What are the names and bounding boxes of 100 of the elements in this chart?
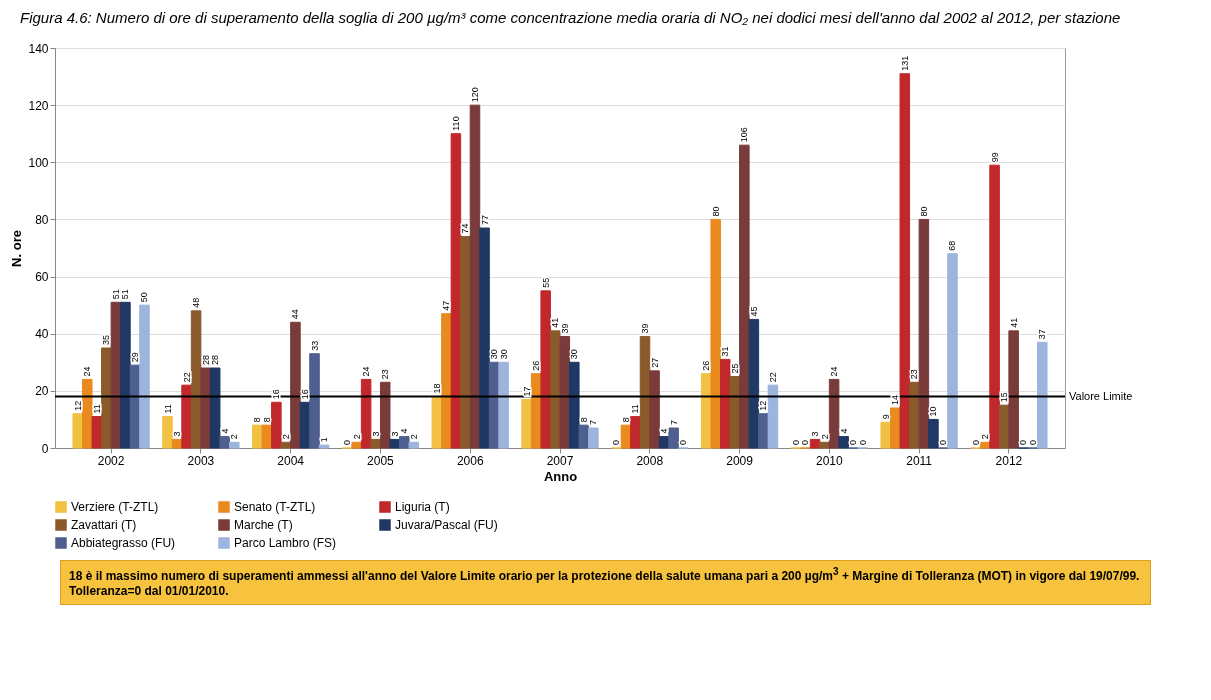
bar bbox=[918, 218, 930, 448]
bar bbox=[81, 378, 93, 448]
data-label: 7 bbox=[588, 419, 599, 425]
data-label: 24 bbox=[82, 365, 93, 376]
data-label: 27 bbox=[649, 357, 660, 368]
data-label: 24 bbox=[829, 365, 840, 376]
x-tick-label: 2008 bbox=[636, 453, 664, 467]
data-label: 74 bbox=[460, 223, 471, 234]
x-tick-label: 2011 bbox=[906, 453, 933, 467]
data-label: 48 bbox=[191, 297, 202, 308]
bar bbox=[280, 441, 292, 448]
data-label: 7 bbox=[668, 419, 679, 425]
data-label: 2 bbox=[980, 433, 991, 439]
bar bbox=[710, 218, 721, 448]
bar bbox=[880, 421, 891, 448]
bar bbox=[399, 435, 410, 448]
bar bbox=[649, 369, 660, 448]
data-label: 51 bbox=[120, 288, 131, 299]
legend-label: Liguria (T) bbox=[395, 499, 450, 514]
bar bbox=[229, 441, 240, 448]
x-tick-label: 2003 bbox=[187, 453, 215, 467]
data-label: 41 bbox=[1008, 317, 1019, 328]
data-label: 0 bbox=[857, 439, 868, 445]
data-label: 3 bbox=[370, 430, 381, 436]
legend-label: Marche (T) bbox=[234, 517, 293, 532]
data-label: 4 bbox=[399, 428, 410, 434]
data-label: 110 bbox=[450, 115, 461, 131]
bar bbox=[758, 412, 769, 448]
data-label: 50 bbox=[139, 291, 150, 302]
data-label: 35 bbox=[101, 334, 112, 345]
bar bbox=[200, 367, 211, 448]
bar bbox=[290, 321, 301, 448]
data-label: 120 bbox=[469, 86, 480, 102]
x-tick-label: 2009 bbox=[726, 453, 754, 467]
data-label: 9 bbox=[880, 413, 891, 419]
data-label: 24 bbox=[361, 365, 372, 376]
data-label: 11 bbox=[162, 403, 173, 414]
bar bbox=[989, 164, 1000, 448]
bar bbox=[252, 424, 263, 448]
data-label: 4 bbox=[838, 428, 849, 434]
bar bbox=[309, 352, 320, 448]
data-label: 0 bbox=[1018, 439, 1029, 445]
bar bbox=[379, 381, 391, 448]
bar bbox=[739, 144, 750, 448]
y-tick-label: 60 bbox=[35, 269, 49, 284]
data-label: 80 bbox=[710, 205, 721, 216]
data-label: 3 bbox=[389, 430, 400, 436]
bar bbox=[271, 401, 282, 448]
text: 18 è il massimo numero di superamenti ammessi all'anno del Valore Limite orario per la protezione della salute umana pari a 200 µg/m$^{3}$ + Margine di Tolleranza (MOT) in vigore dal 19/07/99. Tolleranza=0 dal 01/01/2010. bbox=[69, 565, 1140, 599]
data-label: 0 bbox=[937, 439, 948, 445]
chart-title: Figura 4.6: Numero di ore di superamento della soglia di 200 µg/m³ come concentrazione media oraria di NO₂ nei dodici mesi dell'anno dal 2002 al 2012, per stazione bbox=[19, 8, 1122, 28]
data-label: 3 bbox=[172, 430, 183, 436]
data-label: 29 bbox=[129, 351, 140, 362]
bar bbox=[120, 301, 131, 448]
x-tick-label: 2002 bbox=[97, 453, 125, 467]
bar bbox=[569, 361, 580, 448]
data-label: 41 bbox=[550, 317, 561, 328]
bar bbox=[479, 227, 490, 448]
data-label: 30 bbox=[569, 348, 580, 359]
bar bbox=[578, 424, 590, 448]
bar bbox=[658, 435, 670, 448]
data-label: 8 bbox=[578, 416, 589, 422]
data-label: 2 bbox=[408, 433, 419, 439]
data-label: 26 bbox=[701, 360, 712, 371]
bar bbox=[389, 438, 401, 448]
bar bbox=[162, 415, 173, 448]
bar bbox=[828, 378, 840, 448]
x-tick-label: 2006 bbox=[456, 453, 484, 467]
bar bbox=[498, 361, 509, 448]
bar bbox=[630, 415, 641, 448]
bar bbox=[1008, 329, 1019, 448]
data-label: 26 bbox=[531, 360, 542, 371]
data-label: 22 bbox=[181, 371, 192, 382]
legend-label: Juvara/Pascal (FU) bbox=[395, 517, 498, 532]
x-tick-label: 2005 bbox=[367, 453, 395, 467]
data-label: 33 bbox=[309, 340, 320, 351]
legend-label: Zavattari (T) bbox=[71, 517, 137, 532]
legend-label: Senato (T-ZTL) bbox=[234, 499, 316, 514]
x-tick-label: 2007 bbox=[546, 453, 574, 467]
data-label: 23 bbox=[909, 368, 920, 379]
data-label: 55 bbox=[540, 277, 551, 288]
y-axis-title: N. ore bbox=[9, 229, 25, 267]
bar bbox=[360, 378, 372, 448]
bar bbox=[899, 72, 911, 448]
data-label: 28 bbox=[200, 354, 211, 365]
bar bbox=[171, 438, 183, 448]
data-label: 39 bbox=[559, 323, 570, 334]
bar bbox=[1037, 341, 1048, 448]
bar bbox=[190, 309, 202, 448]
data-label: 25 bbox=[729, 363, 740, 374]
bar bbox=[219, 435, 231, 448]
data-label: 2 bbox=[229, 433, 240, 439]
data-label: 22 bbox=[767, 371, 778, 382]
y-tick-label: 0 bbox=[41, 441, 49, 455]
data-label: 3 bbox=[810, 430, 821, 436]
bar bbox=[261, 424, 273, 448]
data-label: 0 bbox=[1027, 439, 1038, 445]
bar bbox=[668, 427, 679, 448]
data-label: 39 bbox=[640, 323, 651, 334]
bar bbox=[181, 384, 192, 448]
